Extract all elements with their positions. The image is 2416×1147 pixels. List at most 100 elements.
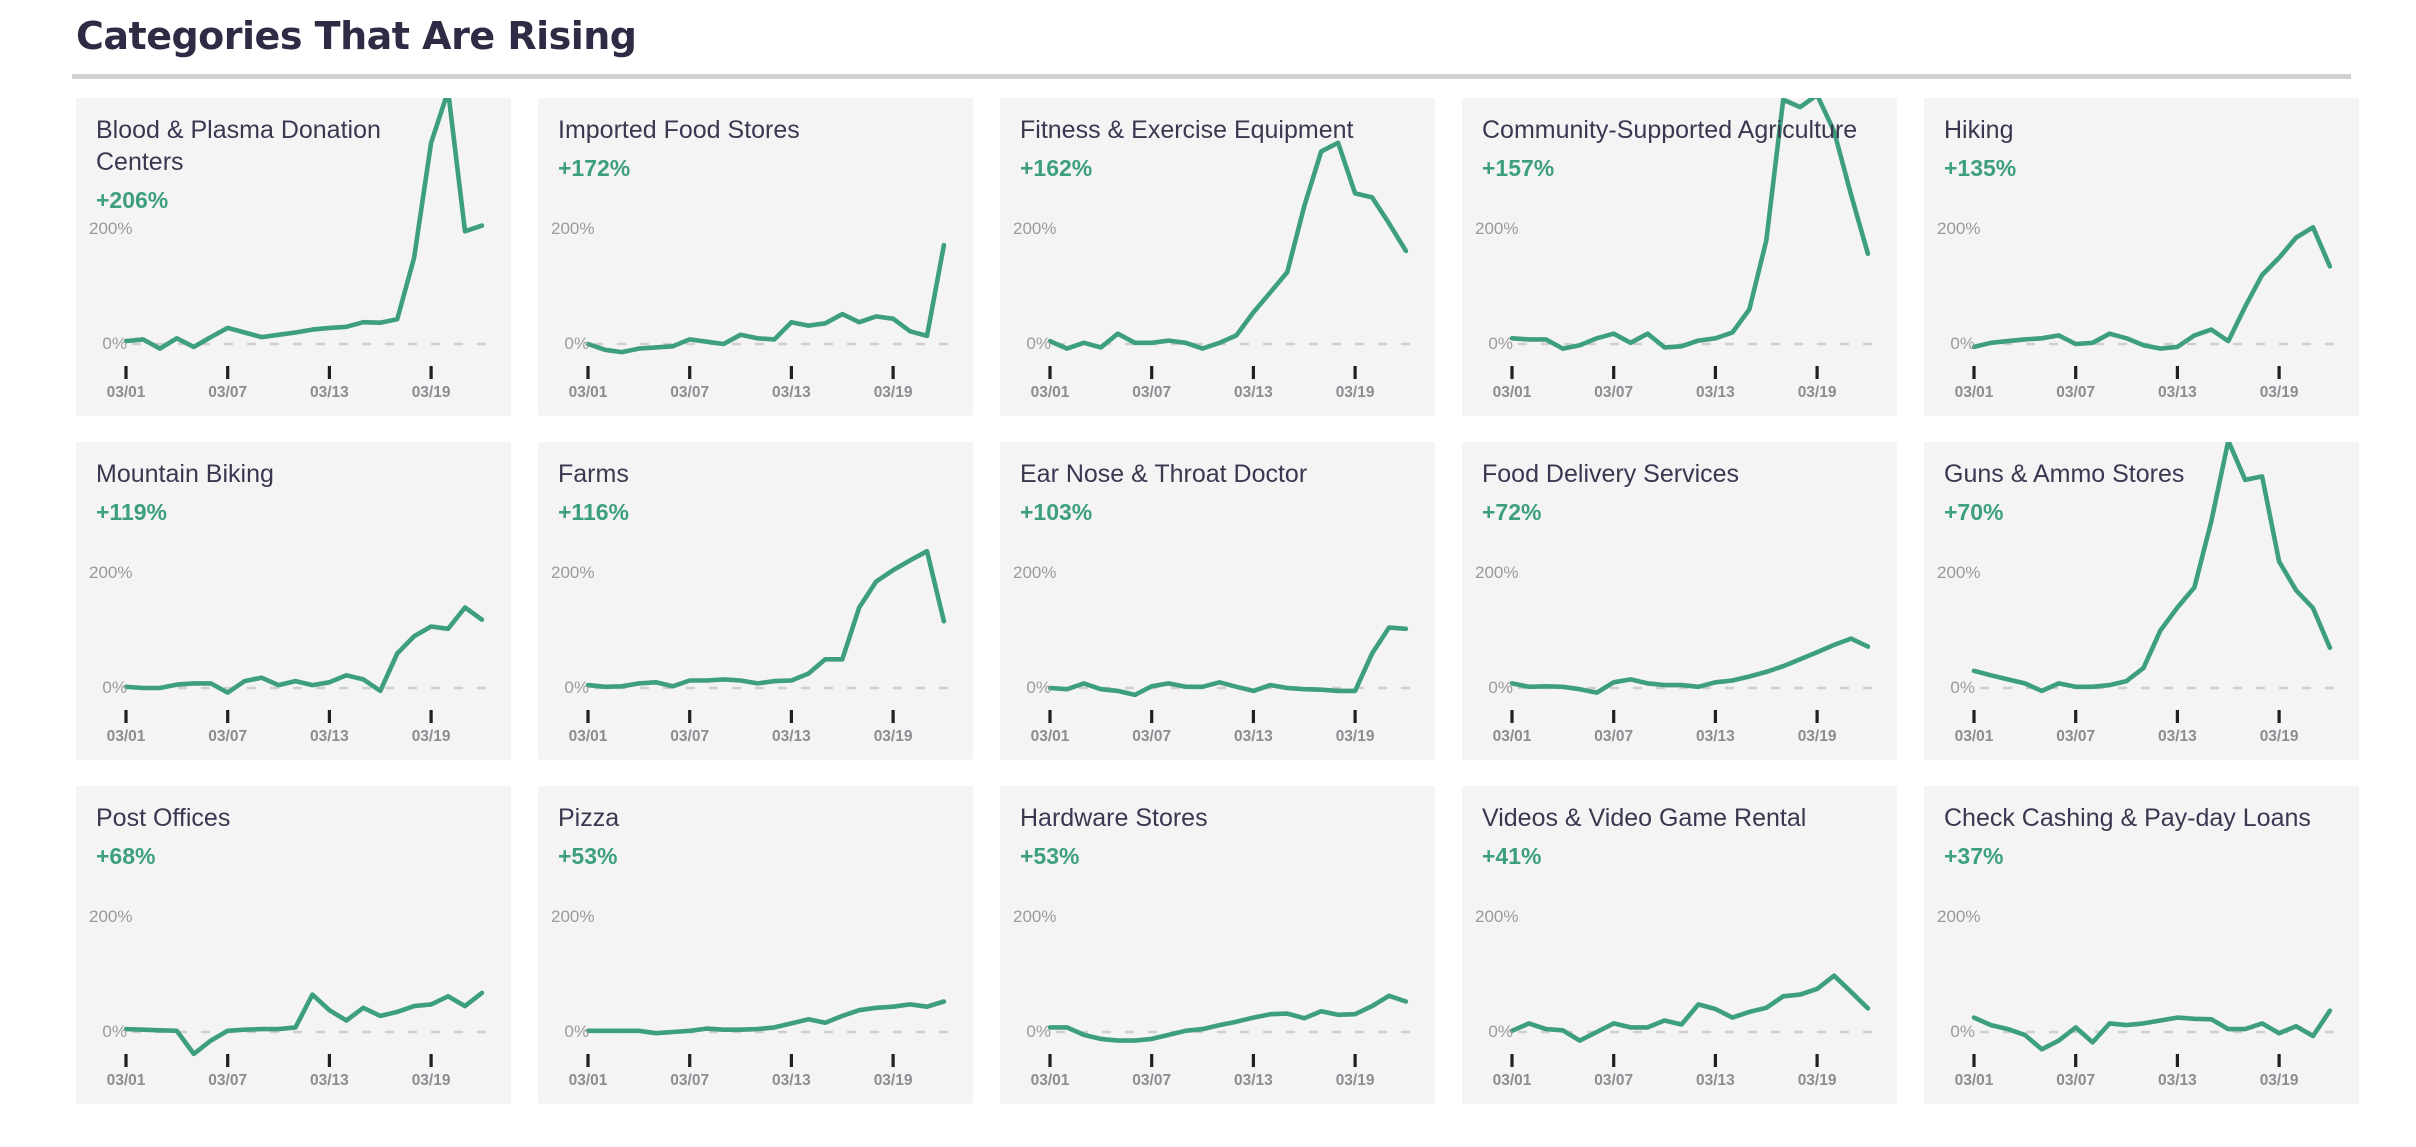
x-axis-date-label: 03/13 — [1233, 1072, 1273, 1089]
category-card-4: 200% 0% Community-Supported Agriculture … — [1462, 98, 1897, 416]
category-card-15: 200% 0% Check Cashing & Pay-day Loans +3… — [1924, 786, 2359, 1104]
line-chart-svg — [1971, 225, 2335, 379]
x-axis-date-label: 03/07 — [208, 1072, 248, 1089]
category-title: Food Delivery Services — [1482, 460, 1740, 488]
x-axis-date-label: 03/13 — [771, 1072, 811, 1089]
line-chart-svg — [1971, 1008, 2335, 1067]
y-axis-zero-label: 0% — [102, 678, 127, 697]
x-axis-date-label: 03/07 — [1132, 728, 1172, 745]
line-chart-svg — [585, 999, 949, 1067]
x-axis-date-label: 03/07 — [670, 1072, 710, 1089]
change-percent-badge: +41% — [1482, 843, 1542, 869]
sparkline-chart — [76, 98, 511, 416]
line-chart-svg — [1509, 636, 1873, 723]
x-axis-date-label: 03/01 — [1954, 384, 1994, 401]
page-header: Categories That Are Rising — [0, 0, 2416, 58]
y-axis-max-label: 200% — [1013, 907, 1057, 926]
change-percent-badge: +68% — [96, 843, 156, 869]
x-axis-date-label: 03/19 — [2259, 384, 2299, 401]
y-axis-max-label: 200% — [1475, 907, 1519, 926]
line-chart-svg — [1047, 140, 1411, 379]
series-line — [1047, 140, 1409, 351]
series-line — [123, 990, 485, 1057]
sparkline-chart — [1924, 442, 2359, 760]
x-axis-date-label: 03/13 — [2157, 728, 2197, 745]
series-line — [1047, 625, 1409, 698]
x-axis-date-label: 03/07 — [2056, 728, 2096, 745]
change-percent-badge: +103% — [1020, 499, 1093, 525]
category-title: Blood & Plasma Donation Centers — [96, 116, 381, 176]
change-percent-badge: +172% — [558, 155, 631, 181]
change-percent-badge: +162% — [1020, 155, 1093, 181]
x-axis-date-label: 03/07 — [1594, 1072, 1634, 1089]
line-chart-svg — [123, 990, 487, 1067]
x-axis-date-label: 03/01 — [568, 728, 608, 745]
category-card-9: 200% 0% Food Delivery Services +72% 03/0… — [1462, 442, 1897, 760]
y-axis-zero-label: 0% — [1488, 678, 1513, 697]
y-axis-zero-label: 0% — [1488, 334, 1513, 353]
x-axis-date-label: 03/19 — [411, 728, 451, 745]
y-axis-zero-label: 0% — [1950, 334, 1975, 353]
change-percent-badge: +206% — [96, 187, 169, 213]
category-card-10: 200% 0% Guns & Ammo Stores +70% 03/01 03/… — [1924, 442, 2359, 760]
sparkline-chart — [1462, 442, 1897, 760]
y-axis-max-label: 200% — [1937, 563, 1981, 582]
x-axis-date-label: 03/01 — [1954, 728, 1994, 745]
line-chart-svg — [585, 548, 949, 723]
x-axis-date-label: 03/01 — [106, 728, 146, 745]
sparkline-chart — [76, 786, 511, 1104]
category-card-14: 200% 0% Videos & Video Game Rental +41% … — [1462, 786, 1897, 1104]
x-axis-date-label: 03/01 — [1954, 1072, 1994, 1089]
y-axis-max-label: 200% — [1937, 219, 1981, 238]
x-axis-date-label: 03/13 — [771, 384, 811, 401]
x-axis-date-label: 03/13 — [2157, 1072, 2197, 1089]
y-axis-max-label: 200% — [551, 907, 595, 926]
x-axis-date-label: 03/01 — [1492, 384, 1532, 401]
y-axis-zero-label: 0% — [1950, 678, 1975, 697]
x-axis-date-label: 03/13 — [309, 1072, 349, 1089]
y-axis-zero-label: 0% — [1488, 1022, 1513, 1041]
change-percent-badge: +37% — [1944, 843, 2004, 869]
y-axis-zero-label: 0% — [1026, 678, 1051, 697]
category-card-1: 200% 0% Blood & Plasma Donation Centers … — [76, 98, 511, 416]
y-axis-zero-label: 0% — [564, 1022, 589, 1041]
category-card-6: 200% 0% Mountain Biking +119% 03/01 03/07… — [76, 442, 511, 760]
y-axis-max-label: 200% — [551, 219, 595, 238]
category-card-7: 200% 0% Farms +116% 03/01 03/07 03/13 03/19 — [538, 442, 973, 760]
y-axis-zero-label: 0% — [102, 1022, 127, 1041]
x-axis-date-label: 03/01 — [568, 384, 608, 401]
x-axis-date-label: 03/07 — [1594, 384, 1634, 401]
line-chart-svg — [1509, 98, 1873, 379]
x-axis-date-label: 03/13 — [1695, 728, 1735, 745]
category-title: Hiking — [1944, 116, 2014, 144]
sparkline-chart — [1462, 786, 1897, 1104]
y-axis-max-label: 200% — [89, 219, 133, 238]
sparkline-chart — [538, 786, 973, 1104]
y-axis-max-label: 200% — [89, 907, 133, 926]
y-axis-max-label: 200% — [1937, 907, 1981, 926]
category-title: Hardware Stores — [1020, 804, 1208, 832]
x-axis-date-label: 03/13 — [771, 728, 811, 745]
x-axis-date-label: 03/19 — [873, 1072, 913, 1089]
sparkline-chart — [538, 98, 973, 416]
change-percent-badge: +119% — [96, 499, 167, 525]
x-axis-date-label: 03/13 — [1695, 1072, 1735, 1089]
x-axis-date-label: 03/19 — [1797, 384, 1837, 401]
x-axis-date-label: 03/07 — [1132, 384, 1172, 401]
sparkline-chart — [1000, 98, 1435, 416]
category-title: Ear Nose & Throat Doctor — [1020, 460, 1308, 488]
y-axis-max-label: 200% — [89, 563, 133, 582]
page-title: Categories That Are Rising — [76, 14, 637, 58]
category-title: Mountain Biking — [96, 460, 274, 488]
series-line — [123, 605, 485, 695]
series-line — [585, 242, 947, 355]
category-card-12: 200% 0% Pizza +53% 03/01 03/07 03/13 03/19 — [538, 786, 973, 1104]
series-line — [585, 548, 947, 690]
x-axis-date-label: 03/01 — [106, 1072, 146, 1089]
change-percent-badge: +53% — [558, 843, 618, 869]
x-axis-date-label: 03/19 — [1797, 728, 1837, 745]
change-percent-badge: +157% — [1482, 155, 1555, 181]
x-axis-date-label: 03/13 — [1695, 384, 1735, 401]
x-axis-date-label: 03/19 — [1335, 1072, 1375, 1089]
x-axis-date-label: 03/07 — [1132, 1072, 1172, 1089]
